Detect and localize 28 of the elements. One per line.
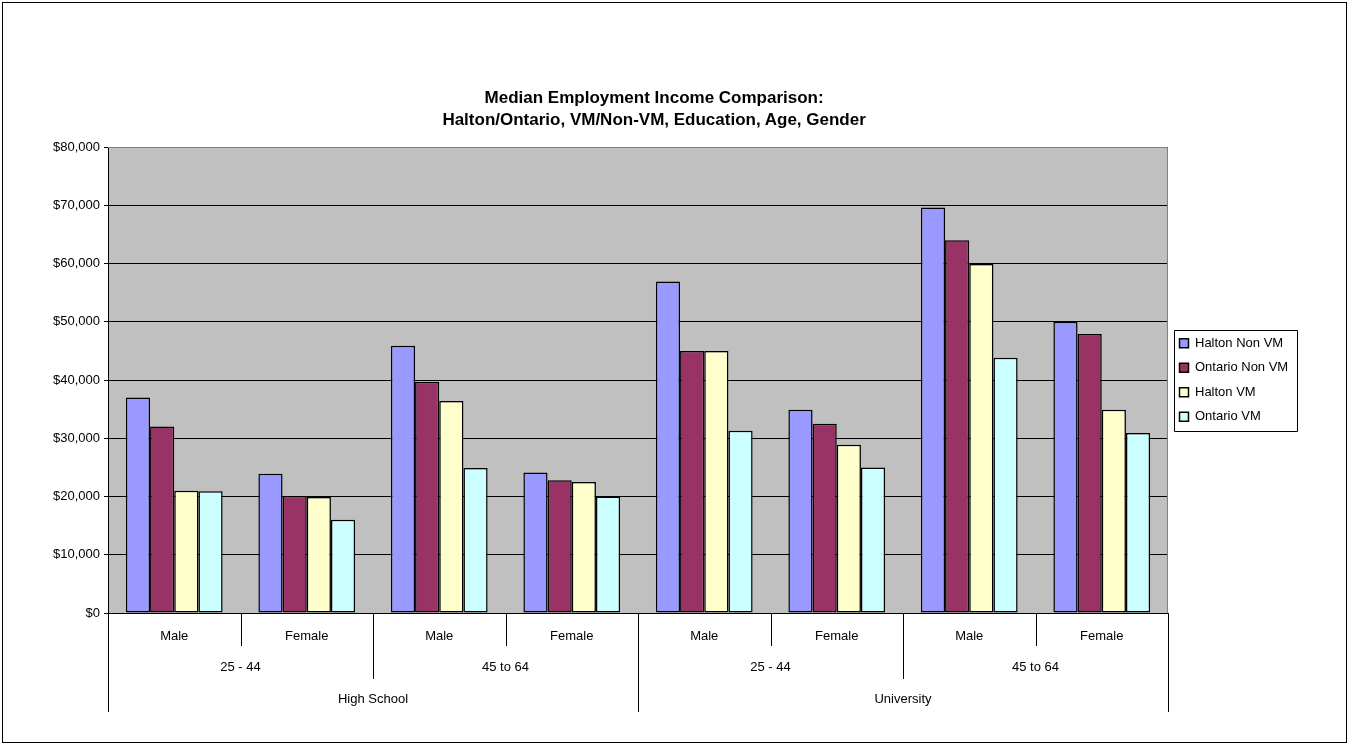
text: 45 to 64 [1012, 659, 1059, 675]
x-tick-label: Male [160, 628, 189, 644]
legend-label: Ontario Non VM [1195, 359, 1289, 375]
x-tick-label: Male [955, 628, 984, 644]
legend-label: Halton VM [1195, 383, 1256, 399]
x-tick-label: Female [815, 628, 859, 644]
y-tick-label: $30,000 [53, 429, 100, 445]
x-tick-label: Male [425, 628, 454, 644]
text: 25 - 44 [220, 659, 261, 675]
x-tick-label: Female [1080, 628, 1124, 644]
text: 25 - 44 [750, 659, 791, 675]
text: High School [337, 690, 409, 706]
y-tick-label: $70,000 [53, 196, 100, 212]
text: University [874, 690, 933, 706]
y-tick-label: $80,000 [53, 138, 100, 154]
legend-label: Ontario VM [1195, 408, 1261, 424]
x-tick-label: Male [690, 628, 719, 644]
y-tick-label: $60,000 [53, 255, 100, 271]
y-tick-label: $40,000 [53, 371, 100, 387]
x-tick-label: Female [550, 628, 594, 644]
x-tick-label: Female [285, 628, 329, 644]
y-tick-label: $0 [85, 604, 100, 620]
legend-label: Halton Non VM [1195, 334, 1284, 350]
y-tick-label: $20,000 [53, 488, 100, 504]
y-tick-label: $50,000 [53, 313, 100, 329]
y-tick-label: $10,000 [53, 546, 100, 562]
chart-title: Median Employment Income Comparison: Halton/Ontario, VM/Non-VM, Education, Age, Gender [442, 87, 867, 129]
text: 45 to 64 [482, 659, 529, 675]
